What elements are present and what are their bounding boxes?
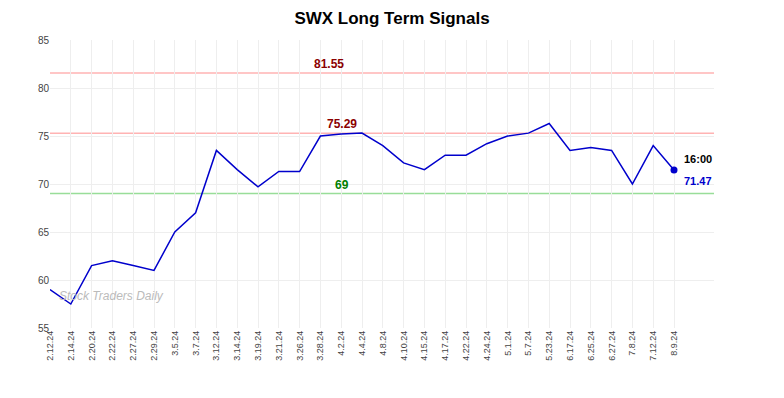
svg-text:75.29: 75.29 [327,117,357,131]
svg-text:69: 69 [335,178,349,192]
svg-text:2.22.24: 2.22.24 [107,331,117,361]
svg-text:6.17.24: 6.17.24 [565,331,575,361]
svg-text:3.19.24: 3.19.24 [253,331,263,361]
svg-text:3.12.24: 3.12.24 [211,331,221,361]
svg-text:4.8.24: 4.8.24 [378,331,388,356]
svg-text:3.26.24: 3.26.24 [295,331,305,361]
svg-text:4.4.24: 4.4.24 [357,331,367,356]
svg-text:4.10.24: 4.10.24 [399,331,409,361]
svg-text:2.14.24: 2.14.24 [66,331,76,361]
svg-text:75: 75 [38,131,50,142]
svg-text:3.21.24: 3.21.24 [274,331,284,361]
svg-text:4.2.24: 4.2.24 [336,331,346,356]
svg-text:2.12.24: 2.12.24 [45,331,55,361]
svg-text:2.20.24: 2.20.24 [87,331,97,361]
svg-text:70: 70 [38,179,50,190]
svg-text:71.47: 71.47 [684,175,712,187]
svg-text:3.14.24: 3.14.24 [232,331,242,361]
svg-text:3.7.24: 3.7.24 [191,331,201,356]
svg-text:4.24.24: 4.24.24 [482,331,492,361]
svg-text:SWX Long Term Signals: SWX Long Term Signals [294,9,489,28]
svg-text:5.1.24: 5.1.24 [503,331,513,356]
svg-text:4.15.24: 4.15.24 [419,331,429,361]
svg-text:5.23.24: 5.23.24 [544,331,554,361]
svg-text:3.28.24: 3.28.24 [315,331,325,361]
svg-text:6.25.24: 6.25.24 [586,331,596,361]
svg-text:85: 85 [38,35,50,46]
svg-text:4.17.24: 4.17.24 [440,331,450,361]
svg-text:16:00: 16:00 [684,153,712,165]
svg-text:81.55: 81.55 [314,57,344,71]
svg-text:Stock Traders Daily: Stock Traders Daily [59,289,164,303]
svg-text:4.22.24: 4.22.24 [461,331,471,361]
svg-text:5.7.24: 5.7.24 [523,331,533,356]
svg-text:60: 60 [38,275,50,286]
svg-text:80: 80 [38,83,50,94]
svg-text:3.5.24: 3.5.24 [170,331,180,356]
svg-text:7.12.24: 7.12.24 [648,331,658,361]
svg-text:6.27.24: 6.27.24 [607,331,617,361]
svg-text:55: 55 [38,323,50,334]
svg-text:2.27.24: 2.27.24 [128,331,138,361]
svg-text:8.9.24: 8.9.24 [669,331,679,356]
svg-text:65: 65 [38,227,50,238]
svg-text:7.8.24: 7.8.24 [627,331,637,356]
svg-text:2.29.24: 2.29.24 [149,331,159,361]
